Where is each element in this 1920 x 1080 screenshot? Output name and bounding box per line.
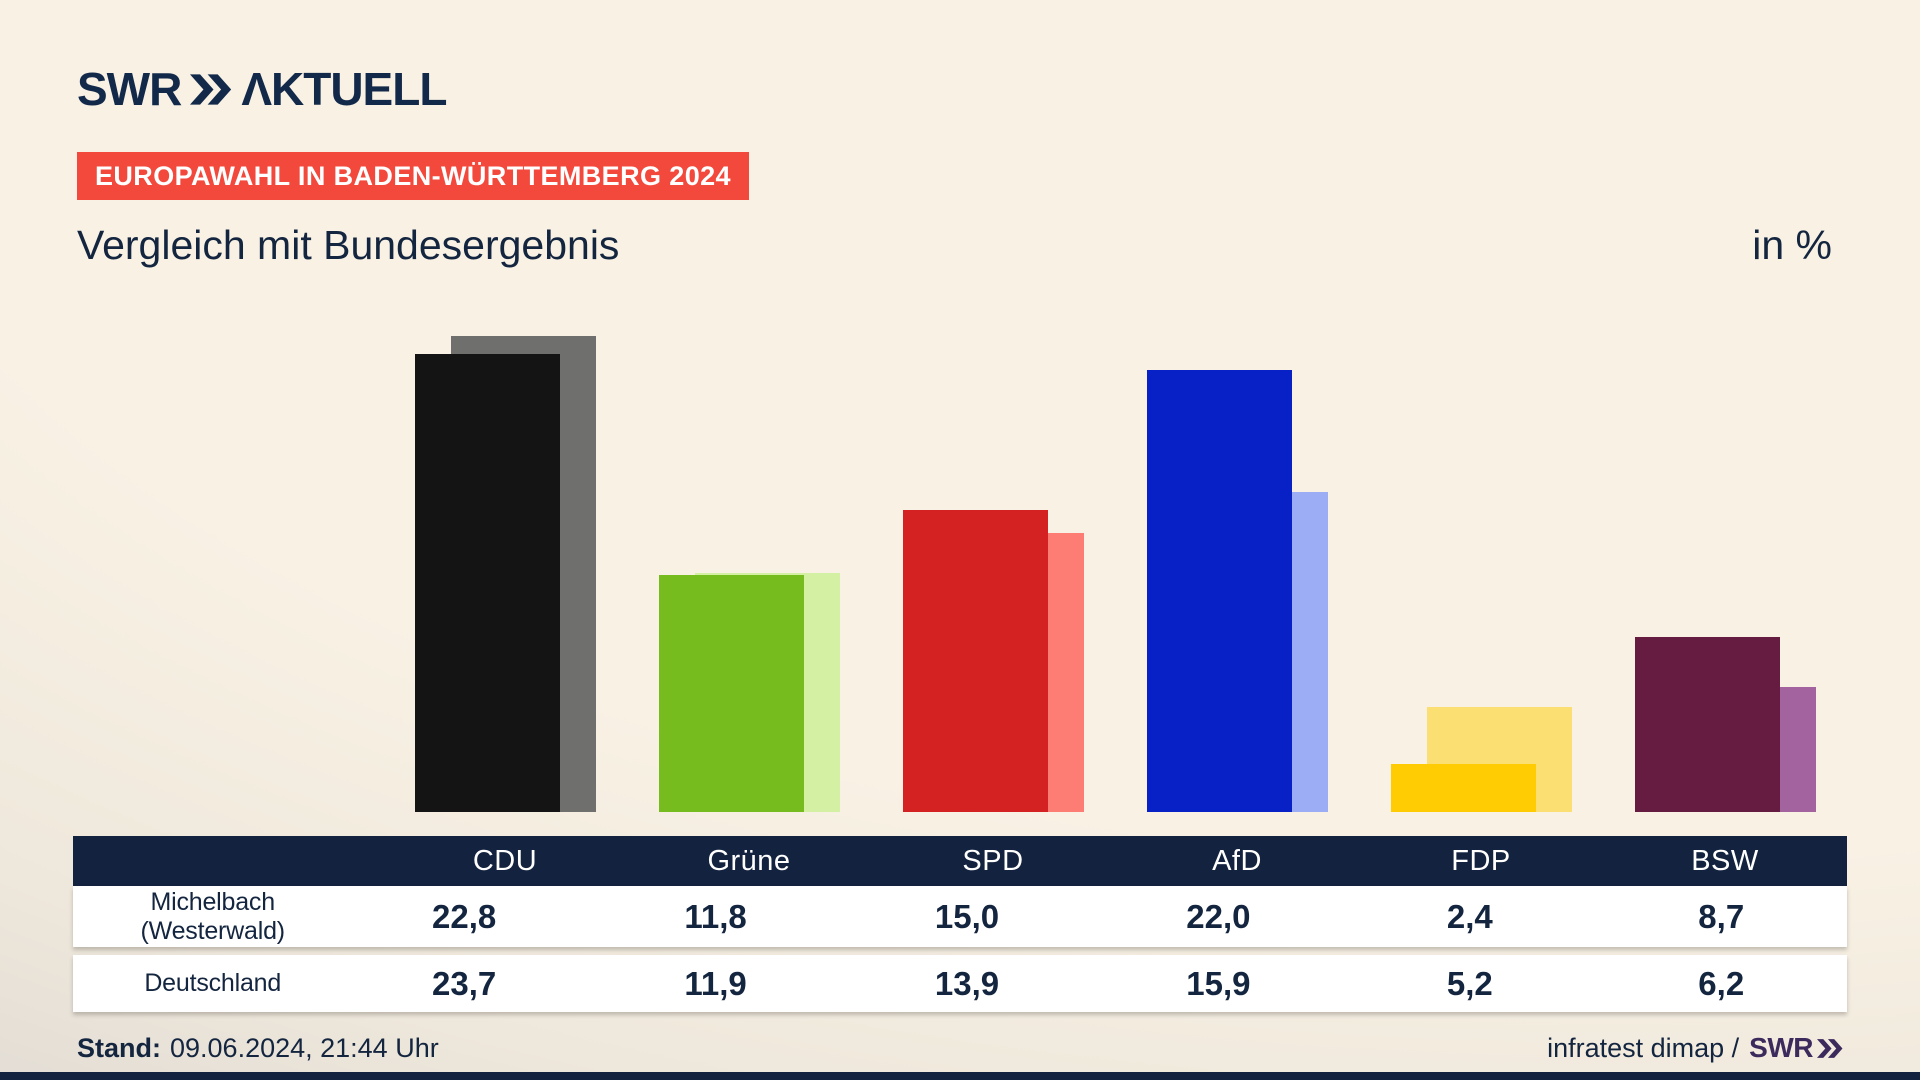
value-michelbach-gruene: 11,8	[684, 897, 747, 935]
stand-label: Stand:	[77, 1032, 161, 1063]
bar-michelbach-fdp	[1391, 764, 1536, 812]
table-row-michelbach: Michelbach (Westerwald) 22,8 11,8 15,0 2…	[73, 886, 1847, 947]
value-deutschland-spd: 13,9	[934, 964, 1000, 1002]
bar-michelbach-afd	[1147, 370, 1292, 812]
footer: Stand: 09.06.2024, 21:44 Uhr infratest di…	[77, 1028, 1843, 1068]
footer-brand-text: SWR	[1749, 1032, 1813, 1063]
value-deutschland-cdu: 23,7	[432, 964, 497, 1002]
value-deutschland-fdp: 5,2	[1446, 964, 1493, 1002]
value-michelbach-cdu: 22,8	[432, 897, 497, 935]
double-chevron-icon	[190, 73, 232, 105]
double-chevron-icon	[1817, 1038, 1843, 1058]
column-header-gruene: Grüne	[707, 844, 791, 877]
value-deutschland-gruene: 11,9	[684, 964, 747, 1002]
row-label-deutschland: Deutschland	[144, 969, 282, 997]
value-michelbach-spd: 15,0	[934, 897, 1000, 935]
column-header-afd: AfD	[1212, 844, 1262, 877]
value-michelbach-fdp: 2,4	[1446, 897, 1493, 935]
source-credit: infratest dimap / SWR	[1547, 1032, 1843, 1064]
column-header-bsw: BSW	[1691, 844, 1759, 877]
bar-michelbach-gruene	[659, 575, 804, 812]
swr-aktuell-logo: SWR ΛKTUELL	[77, 62, 447, 116]
logo-brand-text: SWR	[77, 63, 182, 115]
bar-michelbach-cdu	[415, 354, 560, 812]
credit-text: infratest dimap /	[1547, 1032, 1740, 1063]
row-label-michelbach: Michelbach (Westerwald)	[140, 887, 286, 945]
value-deutschland-bsw: 6,2	[1698, 964, 1745, 1002]
column-header-cdu: CDU	[472, 844, 538, 877]
value-michelbach-afd: 22,0	[1186, 897, 1251, 935]
results-table: CDU Grüne SPD AfD FDP BSW Michelbach (We…	[73, 836, 1847, 1012]
column-header-spd: SPD	[962, 844, 1024, 877]
table-row-deutschland: Deutschland 23,7 11,9 13,9 15,9 5,2 6,2	[73, 955, 1847, 1012]
election-banner: EUROPAWAHL IN BADEN-WÜRTTEMBERG 2024	[77, 152, 749, 200]
swr-footer-logo: SWR	[1749, 1032, 1843, 1064]
stand-text: Stand: 09.06.2024, 21:44 Uhr	[77, 1033, 439, 1064]
bar-michelbach-spd	[903, 510, 1048, 812]
bottom-bar	[0, 1072, 1920, 1080]
unit-label: in %	[1752, 222, 1832, 268]
logo-word-text: ΛKTUELL	[241, 63, 447, 115]
column-header-fdp: FDP	[1451, 844, 1511, 877]
bar-michelbach-bsw	[1635, 637, 1780, 812]
stand-value: 09.06.2024, 21:44 Uhr	[170, 1032, 439, 1063]
value-michelbach-bsw: 8,7	[1698, 897, 1745, 935]
value-deutschland-afd: 15,9	[1186, 964, 1251, 1002]
title-row: Vergleich mit Bundesergebnis in %	[77, 222, 1832, 269]
table-header-row: CDU Grüne SPD AfD FDP BSW	[73, 836, 1847, 886]
page-title: Vergleich mit Bundesergebnis	[77, 222, 620, 268]
